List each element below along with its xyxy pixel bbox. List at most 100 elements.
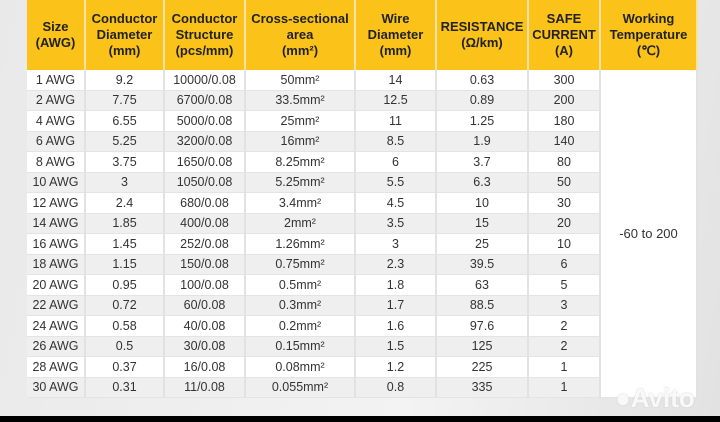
column-header-line: Diameter — [96, 27, 153, 42]
table-cell: 140 — [528, 131, 601, 152]
table-cell: 1 — [528, 356, 601, 378]
table-cell: 30 AWG — [27, 377, 86, 398]
table-cell: 5.5 — [355, 172, 437, 193]
bottom-bar — [0, 416, 720, 422]
table-cell: 125 — [436, 336, 529, 357]
column-header: Cross-sectional area (mm²) — [245, 0, 356, 70]
table-cell: 680/0.08 — [164, 192, 246, 214]
table-cell: 1.5 — [355, 336, 437, 357]
table-cell: 2 — [528, 315, 601, 337]
table-cell: 22 AWG — [27, 295, 86, 316]
table-cell: 0.58 — [85, 315, 165, 337]
table-row: 24 AWG 0.58 40/0.08 0.2mm² 1.6 97.6 2 — [27, 315, 697, 337]
table-row: 10 AWG 3 1050/0.08 5.25mm² 5.5 6.3 50 — [27, 172, 697, 193]
column-header: RESISTANCE (Ω/km) — [436, 0, 529, 70]
table-cell: 16mm² — [245, 131, 356, 152]
table-row: 1 AWG 9.2 10000/0.08 50mm² 14 0.63 300 -60 to 2… — [27, 70, 698, 398]
column-header-line: Temperature — [609, 27, 688, 42]
table-cell: 39.5 — [436, 254, 529, 275]
table-cell: 11/0.08 — [164, 377, 246, 398]
table-cell: 300 — [528, 70, 601, 91]
table-cell: 12.5 — [355, 90, 437, 111]
table-cell: 3200/0.08 — [164, 131, 246, 152]
table-cell: 25mm² — [245, 110, 356, 132]
table-cell: 0.5mm² — [245, 274, 356, 296]
table-cell: 20 AWG — [27, 274, 86, 296]
table-cell: 1.26mm² — [245, 233, 356, 255]
column-header-line: Working — [622, 11, 675, 26]
table-cell: 2 — [528, 336, 601, 357]
column-header-line: (AWG) — [35, 35, 76, 50]
table-cell: 30 — [528, 192, 601, 214]
table-row: 28 AWG 0.37 16/0.08 0.08mm² 1.2 225 1 — [27, 356, 697, 378]
table-cell: 3.5 — [355, 213, 437, 234]
table-cell: 180 — [528, 110, 601, 132]
table-cell: 225 — [436, 356, 529, 378]
table-cell: 4 AWG — [27, 110, 86, 132]
working-temperature-cell: -60 to 200 — [600, 70, 698, 398]
column-header-line: (℃) — [636, 43, 661, 58]
column-header: Working Temperature (℃) — [600, 0, 698, 70]
table-cell: 5000/0.08 — [164, 110, 246, 132]
column-header-line: Conductor — [91, 11, 158, 26]
table-cell: 2mm² — [245, 213, 356, 234]
column-header-line: CURRENT — [532, 27, 596, 42]
table-cell: 1.15 — [85, 254, 165, 275]
table-cell: 0.5 — [85, 336, 165, 357]
column-header-line: (mm) — [108, 43, 141, 58]
table-row: 22 AWG 0.72 60/0.08 0.3mm² 1.7 88.5 3 — [27, 295, 697, 316]
table-cell: 15 — [436, 213, 529, 234]
table-cell: 6 — [528, 254, 601, 275]
header-row: Size (AWG) Conductor Diameter (mm) Conductor S… — [27, 0, 698, 70]
table-cell: 2.3 — [355, 254, 437, 275]
table-row: 26 AWG 0.5 30/0.08 0.15mm² 1.5 125 2 — [27, 336, 697, 357]
table-cell: 0.3mm² — [245, 295, 356, 316]
table-cell: 9.2 — [85, 70, 165, 91]
table-cell: 80 — [528, 151, 601, 173]
table-cell: 60/0.08 — [164, 295, 246, 316]
column-header-line: Conductor — [171, 11, 238, 26]
table-cell: 8 AWG — [27, 151, 86, 173]
table-cell: 1 — [528, 377, 601, 398]
table-row: 14 AWG 1.85 400/0.08 2mm² 3.5 15 20 — [27, 213, 697, 234]
table-cell: 0.2mm² — [245, 315, 356, 337]
table-cell: 0.37 — [85, 356, 165, 378]
column-header-line: Diameter — [367, 27, 424, 42]
table-cell: 100/0.08 — [164, 274, 246, 296]
table-cell: 6 AWG — [27, 131, 86, 152]
table-cell: 18 AWG — [27, 254, 86, 275]
table-cell: 5.25mm² — [245, 172, 356, 193]
table-cell: 0.89 — [436, 90, 529, 111]
table-cell: 0.31 — [85, 377, 165, 398]
table-cell: 6.3 — [436, 172, 529, 193]
column-header: Wire Diameter (mm) — [355, 0, 437, 70]
column-header-line: (mm²) — [281, 43, 319, 58]
table-cell: 0.95 — [85, 274, 165, 296]
table-cell: 400/0.08 — [164, 213, 246, 234]
table-cell: 0.72 — [85, 295, 165, 316]
table-row: 12 AWG 2.4 680/0.08 3.4mm² 4.5 10 30 — [27, 192, 697, 214]
table-cell: 14 AWG — [27, 213, 86, 234]
table-cell: 88.5 — [436, 295, 529, 316]
table-cell: 1.7 — [355, 295, 437, 316]
column-header-line: Cross-sectional — [251, 11, 349, 26]
table-cell: 200 — [528, 90, 601, 111]
table-row: 6 AWG 5.25 3200/0.08 16mm² 8.5 1.9 140 — [27, 131, 697, 152]
table-row: 30 AWG 0.31 11/0.08 0.055mm² 0.8 335 1 — [27, 377, 697, 398]
table-cell: 5.25 — [85, 131, 165, 152]
table-cell: 6 — [355, 151, 437, 173]
column-header: Conductor Diameter (mm) — [85, 0, 165, 70]
table-cell: 0.055mm² — [245, 377, 356, 398]
table-row: 16 AWG 1.45 252/0.08 1.26mm² 3 25 10 — [27, 233, 697, 255]
column-header-line: (mm) — [379, 43, 412, 58]
column-header-line: area — [286, 27, 314, 42]
table-cell: 24 AWG — [27, 315, 86, 337]
table-cell: 2.4 — [85, 192, 165, 214]
table-row: 8 AWG 3.75 1650/0.08 8.25mm² 6 3.7 80 — [27, 151, 697, 173]
table-cell: 2 AWG — [27, 90, 86, 111]
table-cell: 1050/0.08 — [164, 172, 246, 193]
table-cell: 1.25 — [436, 110, 529, 132]
table-cell: 10000/0.08 — [164, 70, 246, 91]
table-cell: 5 — [528, 274, 601, 296]
table-row: 4 AWG 6.55 5000/0.08 25mm² 11 1.25 180 — [27, 110, 697, 132]
